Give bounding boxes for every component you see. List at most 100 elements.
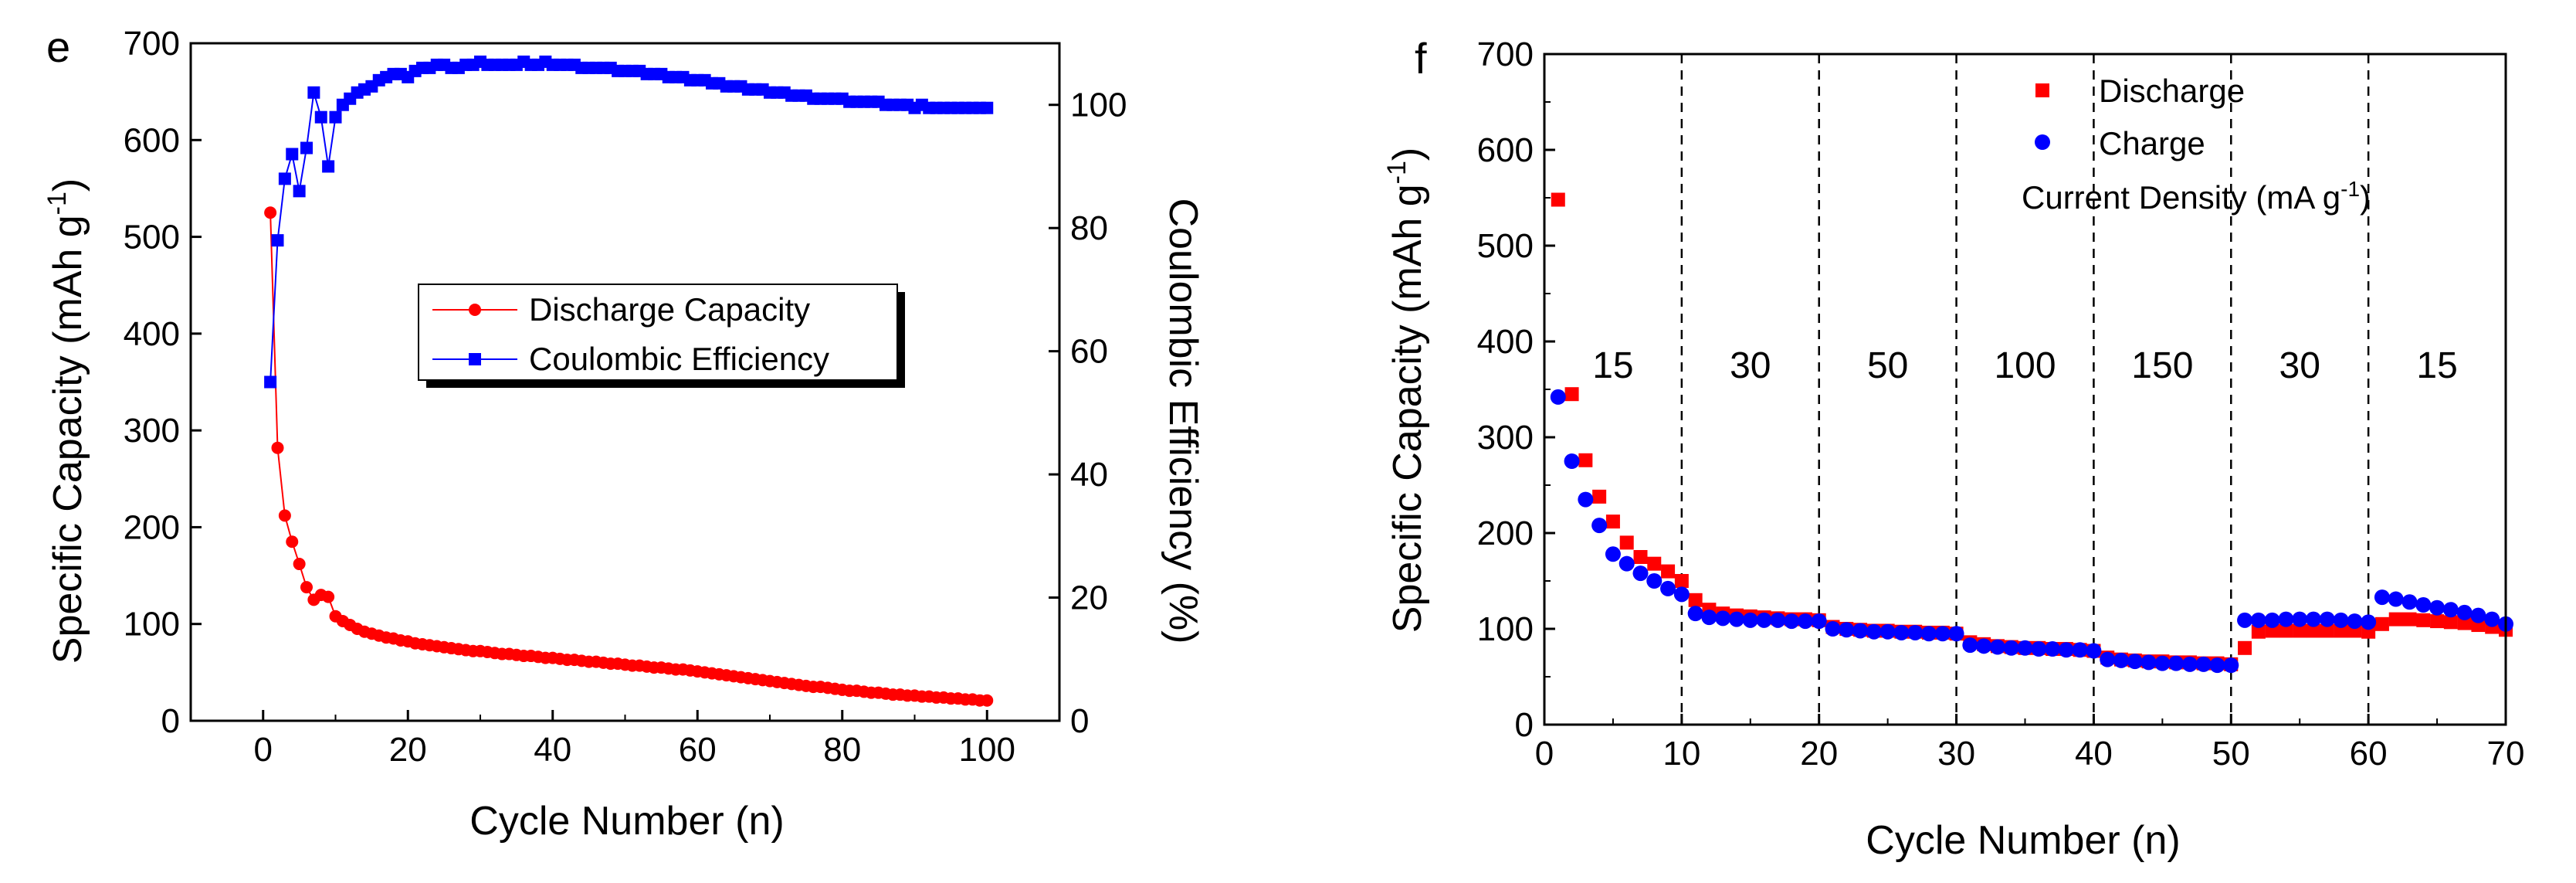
panel-e-y2-ticks: 0 20 40 60 80 100: [1049, 87, 1127, 740]
panel-e-coulombic-point: [293, 185, 306, 198]
panel-f-y-ticks: 0 100 200 300 400 500 600 700: [1477, 36, 1555, 744]
panel-f-chart: f 15 30 50 100 150 30 15 0 10 20 30 40 50 60 70 0 100 2…: [1382, 34, 2524, 863]
panel-f-discharge-point: [1619, 535, 1634, 550]
panel-f-y-axis-label-sup: -1: [1382, 161, 1412, 184]
panel-f-x-tick-label: 30: [1937, 735, 1975, 773]
panel-e-y2-tick-label: 100: [1070, 87, 1127, 124]
panel-f-current-density-label: 150: [2131, 345, 2193, 386]
panel-f-charge-point: [1701, 610, 1717, 626]
panel-e-y-tick-label: 600: [124, 121, 180, 159]
panel-f-x-tick-label: 40: [2075, 735, 2113, 773]
panel-f-charge-point: [1605, 546, 1621, 562]
panel-f-x-tick-label: 70: [2487, 735, 2525, 773]
panel-e-y-axis-label-sup: -1: [42, 192, 72, 215]
panel-e-discharge-point: [278, 509, 291, 522]
panel-f-charge-point: [2113, 652, 2129, 668]
panel-f-y-tick-label: 200: [1477, 515, 1534, 552]
panel-f-charge-point: [1618, 555, 1635, 572]
panel-e-coulombic-point: [264, 375, 277, 389]
panel-f-legend-label-discharge: Discharge: [2099, 73, 2245, 109]
panel-f-charge-point: [2168, 655, 2185, 671]
panel-f-charge-point: [1756, 612, 1772, 628]
panel-f-charge-point: [1550, 389, 1566, 405]
panel-f-charge-point: [1632, 565, 1649, 582]
panel-e-coulombic-point: [981, 101, 994, 114]
panel-f-current-density-label: 15: [1592, 345, 1633, 386]
panel-f-y-tick-label: 400: [1477, 323, 1534, 361]
panel-f-discharge-point: [1661, 564, 1676, 579]
panel-f-charge-point: [1797, 613, 1813, 630]
panel-f-charge-point: [1687, 606, 1703, 622]
panel-e-coulombic-point: [314, 110, 327, 124]
panel-f-discharge-point: [2320, 623, 2334, 638]
panel-e-coulombic-point: [278, 172, 291, 185]
panel-e-label: e: [46, 22, 70, 71]
panel-f-legend-note: Current Density (mA g-1): [2022, 177, 2371, 216]
panel-e-coulombic-point: [307, 86, 320, 99]
panel-f-current-density-label: 15: [2416, 345, 2457, 386]
panel-f-label: f: [1415, 34, 1427, 83]
panel-f-discharge-point: [2457, 616, 2472, 630]
panel-f-charge-point: [1742, 612, 1758, 628]
panel-f-discharge-point: [1647, 556, 1662, 571]
panel-f-x-tick-label: 0: [1535, 735, 1554, 773]
panel-e-y-tick-label: 400: [124, 315, 180, 353]
panel-f-charge-point: [1921, 626, 1937, 642]
panel-e-coulombic-point: [286, 148, 299, 161]
panel-f-charge-point: [2319, 611, 2335, 627]
panel-e-y-tick-label: 0: [161, 702, 180, 740]
panel-f-charge-point: [1825, 621, 1841, 637]
panel-e-x-tick-label: 80: [823, 731, 861, 769]
panel-e-legend: Discharge Capacity Coulombic Efficiency: [418, 284, 905, 388]
panel-e-chart: e 0 20 40 60 80 100 0 100 200 300 400 500 600 700 0 2…: [42, 22, 1205, 844]
panel-f-legend-note-end: ): [2360, 179, 2371, 216]
panel-e-discharge-point: [322, 590, 335, 603]
panel-f-discharge-point: [2416, 613, 2431, 627]
panel-e-legend-box: [418, 284, 898, 381]
panel-f-discharge-point: [1605, 515, 1620, 529]
panel-f-x-tick-label: 10: [1663, 735, 1700, 773]
panel-f-discharge-point: [2374, 616, 2389, 631]
panel-f-discharge-point: [2265, 623, 2279, 638]
panel-e-x-tick-label: 20: [389, 731, 427, 769]
panel-f-current-density-label: 30: [2279, 345, 2320, 386]
panel-e-y2-tick-label: 60: [1070, 333, 1108, 371]
panel-f-charge-point: [2072, 642, 2088, 658]
panel-f-charge-point: [1646, 573, 1663, 589]
panel-f-y-tick-label: 700: [1477, 36, 1534, 73]
panel-f-charge-point: [2181, 656, 2198, 672]
panel-f-discharge-point: [2279, 623, 2293, 638]
panel-f-charge-point: [2140, 654, 2157, 671]
panel-f-charge-point: [2017, 640, 2033, 656]
panel-f-charge-point: [1934, 626, 1951, 642]
panel-e-y-axis-label-main: Specific Capacity (mAh g: [46, 215, 90, 664]
panel-e-discharge-point: [981, 694, 994, 707]
panel-f-charge-point: [2031, 641, 2047, 657]
panel-f-charge-point: [1673, 586, 1690, 603]
panel-f-y-tick-label: 600: [1477, 131, 1534, 169]
panel-f-discharge-point: [1688, 593, 1703, 607]
panel-f-x-tick-label: 20: [1800, 735, 1838, 773]
panel-f-legend-label-charge: Charge: [2099, 125, 2205, 161]
panel-e-y-tick-label: 100: [124, 606, 180, 644]
panel-f-current-density-label: 100: [1994, 345, 2056, 386]
panel-f-charge-point: [2195, 656, 2212, 672]
panel-e-y-ticks: 0 100 200 300 400 500 600 700: [124, 25, 202, 740]
panel-f-charge-point: [2127, 654, 2143, 670]
panel-f-charge-point: [1715, 610, 1731, 627]
panel-e-coulombic-point: [300, 141, 313, 155]
panel-f-charge-point: [1578, 491, 1594, 508]
panel-f-charge-point: [2456, 604, 2473, 620]
panel-f-series: [1550, 192, 2513, 674]
panel-f-charge-point: [2429, 599, 2446, 616]
panel-f-discharge-point: [2334, 623, 2348, 638]
panel-e-series: [264, 55, 994, 707]
panel-f-charge-point: [2250, 612, 2266, 628]
panel-e-y2-tick-label: 0: [1070, 702, 1089, 740]
panel-f-charge-point: [2347, 613, 2363, 630]
panel-e-x-tick-label: 100: [959, 731, 1015, 769]
panel-f-charge-point: [2470, 607, 2486, 623]
panel-e-y-axis-label-end: ): [46, 178, 90, 192]
panel-f-charge-point: [2223, 657, 2239, 674]
panel-f-charge-point: [1879, 623, 1896, 640]
